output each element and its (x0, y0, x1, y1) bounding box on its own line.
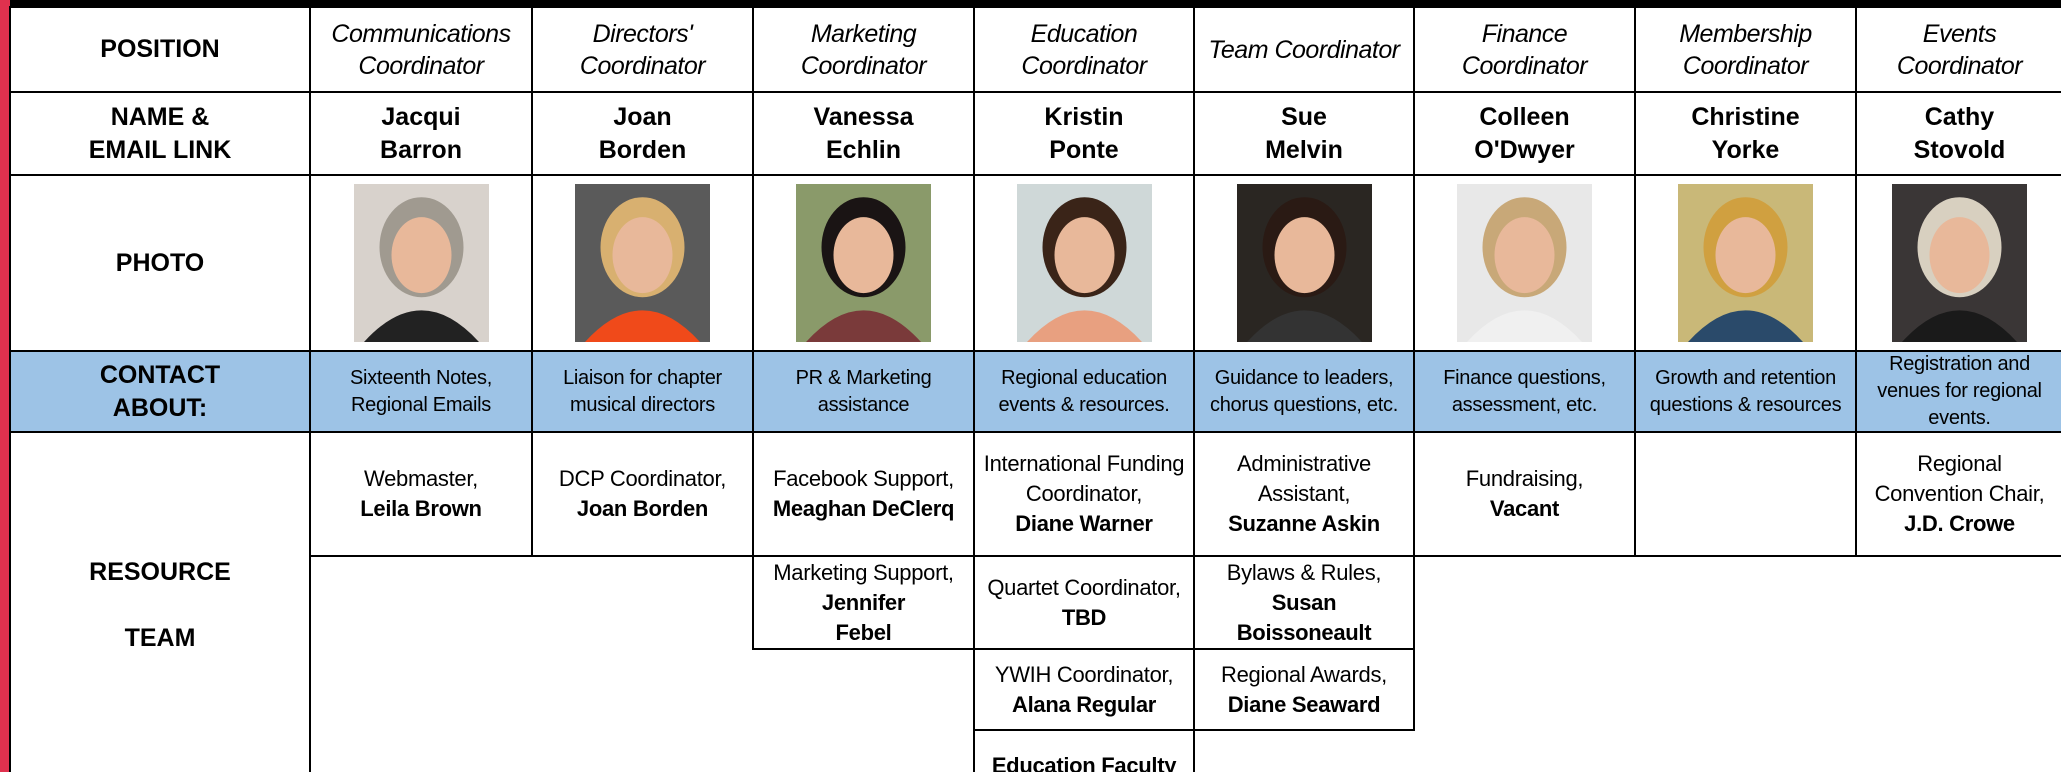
resource-entry: Bylaws & Rules, Susan Boissoneault (1193, 555, 1415, 650)
photo-label: PHOTO (9, 174, 311, 352)
resource-role: DCP Coordinator, (558, 466, 727, 491)
contact-about: Finance questions, assessment, etc. (1413, 350, 1636, 433)
position-title: Marketing Coordinator (752, 6, 975, 93)
resource-name: TBD (1061, 604, 1107, 630)
resource-role: International Funding Coordinator, (983, 451, 1185, 506)
position-title: Membership Coordinator (1634, 6, 1857, 93)
resource-name: Vacant (1489, 496, 1560, 521)
resource-entry: Administrative Assistant, Suzanne Askin (1193, 431, 1415, 557)
resource-role: Facebook Support, (773, 466, 954, 491)
resource-role: Regional Convention Chair, (1874, 451, 2045, 506)
resource-role: Bylaws & Rules, (1226, 559, 1382, 585)
resource-entry: Education Faculty (973, 729, 1195, 772)
resource-entry: YWIH Coordinator, Alana Regular (973, 648, 1195, 731)
resource-entry: Regional Convention Chair, J.D. Crowe (1855, 431, 2061, 557)
contact-about: Registration and venues for regional eve… (1855, 350, 2061, 433)
resource-entry: DCP Coordinator, Joan Borden (531, 431, 754, 557)
contact-about: Liaison for chapter musical directors (531, 350, 754, 433)
resource-name: Joan Borden (576, 496, 709, 521)
resource-label: RESOURCE TEAM (9, 431, 311, 772)
resource-entry: Webmaster, Leila Brown (309, 431, 533, 557)
resource-name: Diane Seaward (1227, 691, 1381, 717)
photo (796, 184, 931, 342)
position-title: Directors' Coordinator (531, 6, 754, 93)
person-name[interactable]: Vanessa Echlin (752, 91, 975, 176)
name-label: NAME & EMAIL LINK (9, 91, 311, 176)
person-name[interactable]: Colleen O'Dwyer (1413, 91, 1636, 176)
resource-role: Marketing Support, (773, 559, 954, 585)
resource-entry: Facebook Support, Meaghan DeClerq (752, 431, 975, 557)
photo-cell (531, 174, 754, 352)
accent-strip (0, 0, 10, 772)
photo-cell (1855, 174, 2061, 352)
person-name[interactable]: Jacqui Barron (309, 91, 533, 176)
resource-name: J.D. Crowe (1904, 511, 2015, 536)
top-border (10, 0, 2061, 8)
resource-name: Susan Boissoneault (1236, 589, 1372, 645)
resource-name: Suzanne Askin (1228, 511, 1380, 536)
photo (1016, 184, 1152, 342)
person-name[interactable]: Christine Yorke (1634, 91, 1857, 176)
position-title: Team Coordinator (1193, 6, 1415, 93)
person-name[interactable]: Kristin Ponte (973, 91, 1195, 176)
photo (353, 184, 489, 342)
photo (575, 184, 710, 342)
photo-cell (1413, 174, 1636, 352)
resource-role: YWIH Coordinator, (994, 661, 1174, 687)
resource-entry (1634, 431, 1857, 557)
resource-name: Jennifer Febel (821, 589, 906, 645)
person-name[interactable]: Cathy Stovold (1855, 91, 2061, 176)
photo (1892, 184, 2027, 342)
person-name[interactable]: Joan Borden (531, 91, 754, 176)
resource-role: Webmaster, (364, 466, 478, 491)
resource-role: Fundraising, (1465, 466, 1584, 491)
resource-role: Regional Awards, (1220, 661, 1387, 687)
resource-name: Meaghan DeClerq (772, 496, 955, 521)
photo (1678, 184, 1813, 342)
contact-about: Growth and retention questions & resourc… (1634, 350, 1857, 433)
contact-label: CONTACT ABOUT: (9, 350, 311, 433)
contact-about: PR & Marketing assistance (752, 350, 975, 433)
resource-name: Alana Regular (1011, 691, 1157, 717)
position-title: Education Coordinator (973, 6, 1195, 93)
photo-cell (309, 174, 533, 352)
photo (1457, 184, 1592, 342)
resource-name: Education Faculty (991, 753, 1177, 772)
photo-cell (752, 174, 975, 352)
photo-cell (1634, 174, 1857, 352)
resource-entry: Fundraising, Vacant (1413, 431, 1636, 557)
resource-entry: Regional Awards, Diane Seaward (1193, 648, 1415, 731)
position-title: Events Coordinator (1855, 6, 2061, 93)
resource-role: Administrative Assistant, (1237, 451, 1371, 506)
contact-about: Regional education events & resources. (973, 350, 1195, 433)
position-label: POSITION (9, 6, 311, 93)
photo-cell (973, 174, 1195, 352)
position-title: Communications Coordinator (309, 6, 533, 93)
contact-about: Guidance to leaders, chorus questions, e… (1193, 350, 1415, 433)
resource-name: Leila Brown (360, 496, 482, 521)
person-name[interactable]: Sue Melvin (1193, 91, 1415, 176)
resource-entry: Marketing Support, Jennifer Febel (752, 555, 975, 650)
position-title: Finance Coordinator (1413, 6, 1636, 93)
resource-name: Diane Warner (1015, 511, 1153, 536)
resource-role: Quartet Coordinator, (987, 574, 1181, 600)
photo-cell (1193, 174, 1415, 352)
contact-about: Sixteenth Notes, Regional Emails (309, 350, 533, 433)
photo (1236, 184, 1372, 342)
resource-entry: Quartet Coordinator, TBD (973, 555, 1195, 650)
resource-entry: International Funding Coordinator, Diane … (973, 431, 1195, 557)
